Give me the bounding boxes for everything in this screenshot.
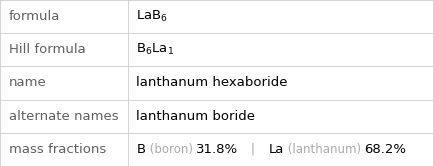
Text: name: name (9, 77, 46, 89)
Text: lanthanum hexaboride: lanthanum hexaboride (136, 77, 288, 89)
Text: Hill formula: Hill formula (9, 43, 85, 56)
Text: B: B (136, 143, 145, 156)
Text: (lanthanum): (lanthanum) (284, 143, 365, 156)
Text: formula: formula (9, 10, 60, 23)
Text: lanthanum boride: lanthanum boride (136, 110, 255, 123)
Text: 31.8%: 31.8% (196, 143, 239, 156)
Text: La: La (268, 143, 284, 156)
Text: $\mathrm{B_6La_1}$: $\mathrm{B_6La_1}$ (136, 42, 174, 57)
Text: alternate names: alternate names (9, 110, 118, 123)
Text: mass fractions: mass fractions (9, 143, 106, 156)
Text: 68.2%: 68.2% (365, 143, 407, 156)
Text: |: | (239, 143, 268, 156)
Text: $\mathrm{LaB_6}$: $\mathrm{LaB_6}$ (136, 9, 168, 24)
Text: (boron): (boron) (145, 143, 196, 156)
